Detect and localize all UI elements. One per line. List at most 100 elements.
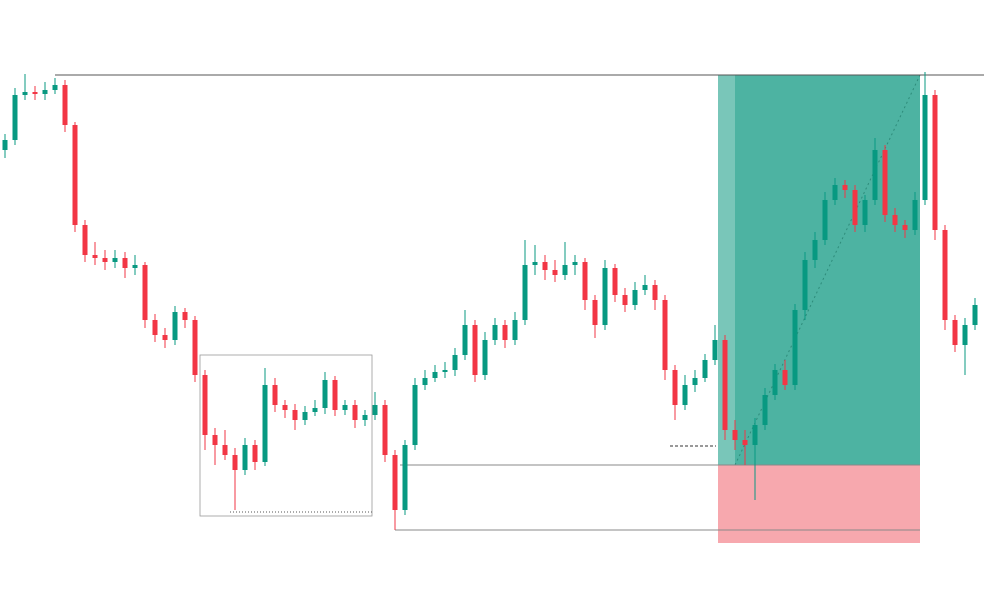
candle-body [342,405,348,410]
candle [932,90,938,240]
candle-body [42,90,48,94]
candle [732,420,738,450]
candle-body [212,435,218,445]
candle [442,362,448,378]
candle-body [562,265,568,275]
candle-body [402,445,408,510]
price-zone [718,75,920,465]
candle-body [632,290,638,305]
candle [662,295,668,380]
candle-body [842,185,848,190]
candle [902,220,908,238]
candle [762,388,768,430]
candle [82,220,88,262]
candle [382,400,388,462]
candle [912,192,918,235]
candle [882,145,888,222]
candle-body [922,95,928,200]
candle-body [162,335,168,340]
candle [462,310,468,360]
candle [832,178,838,205]
candle-body [12,95,18,140]
candle [602,260,608,330]
price-zone [199,354,373,517]
candle-body [892,215,898,225]
candle [52,78,58,94]
candle [872,138,878,205]
candle-body [332,380,338,410]
candle-body [102,258,108,262]
candle [222,430,228,460]
entry-strip [718,75,735,465]
candle [532,245,538,275]
candle-body [642,285,648,290]
candle [272,378,278,412]
candle [152,314,158,342]
candle [2,134,8,158]
candle-body [452,355,458,370]
candle [342,400,348,415]
candle [182,308,188,328]
candle [852,185,858,232]
candle-body [972,305,978,325]
candle-body [232,455,238,470]
candle-body [72,125,78,225]
candle-body [462,325,468,355]
candle-body [942,230,948,320]
candle-body [432,372,438,378]
candle [302,406,308,425]
candle [162,328,168,348]
candle [922,72,928,205]
candle [332,376,338,416]
candle [962,318,968,375]
candle-body [902,225,908,230]
candle-body [272,385,278,405]
candle [362,410,368,426]
candle [292,404,298,430]
candle-body [832,185,838,200]
candle [322,372,328,414]
candle-body [572,262,578,265]
candle [792,304,798,390]
candle-body [702,360,708,378]
candle-body [92,255,98,258]
candle [632,282,638,310]
candle [682,375,688,410]
candle-body [652,285,658,300]
candle [842,180,848,198]
candle-body [762,395,768,425]
candle [422,370,428,390]
candle-body [392,455,398,510]
candle-body [752,425,758,445]
candle [492,318,498,345]
candle-body [372,405,378,415]
candle-body [2,140,8,150]
candle [622,288,628,312]
candle [212,428,218,465]
candle [802,252,808,320]
candle [722,335,728,440]
candle [482,332,488,380]
candle-body [672,370,678,405]
candle [432,365,438,382]
candle [352,400,358,428]
candle [822,192,828,245]
candle-body [302,412,308,420]
candle-body [62,85,68,125]
candle-body [792,310,798,385]
candle [772,364,778,400]
candle-body [732,430,738,440]
candle-body [132,265,138,268]
candle-body [602,268,608,325]
candle [22,74,28,100]
candle-body [382,405,388,455]
candle [92,242,98,265]
candle-body [322,380,328,408]
candle [392,450,398,530]
candle [652,280,658,310]
candle [232,448,238,510]
candle [892,208,898,232]
candle-body [22,92,28,95]
candle-body [152,320,158,335]
